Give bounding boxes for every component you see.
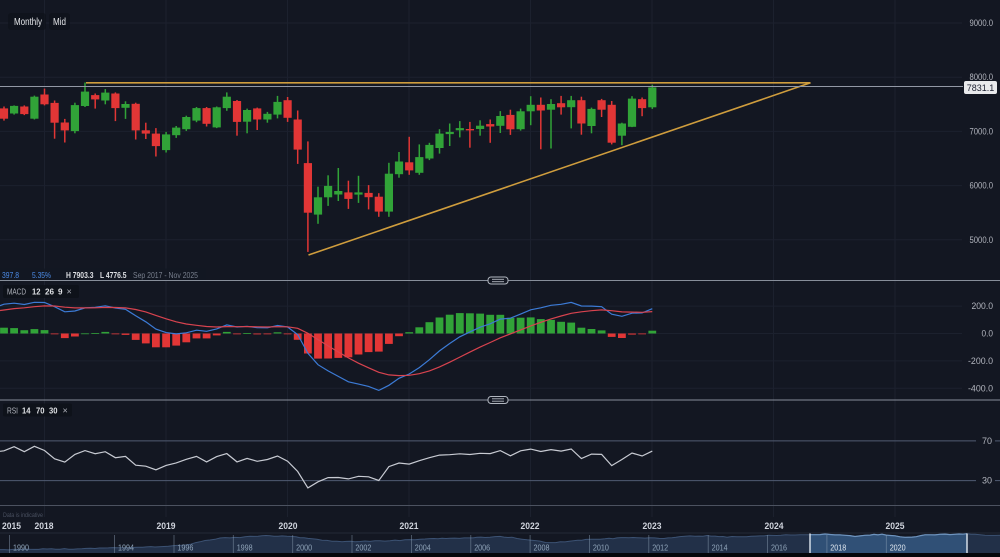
svg-text:×: ×	[63, 406, 68, 416]
svg-text:8000.0: 8000.0	[970, 72, 994, 82]
svg-text:6000.0: 6000.0	[970, 181, 994, 191]
svg-text:0.0: 0.0	[982, 329, 994, 339]
svg-text:2021: 2021	[400, 521, 420, 532]
svg-text:7000.0: 7000.0	[970, 126, 994, 136]
svg-text:H 7903.3: H 7903.3	[66, 270, 94, 280]
svg-text:2004: 2004	[415, 543, 431, 553]
svg-text:1990: 1990	[13, 543, 29, 553]
svg-text:1998: 1998	[237, 543, 253, 553]
svg-text:2023: 2023	[643, 521, 662, 532]
svg-text:397.8: 397.8	[2, 270, 19, 280]
svg-text:Monthly: Monthly	[14, 17, 42, 28]
svg-text:×: ×	[67, 287, 72, 297]
svg-text:2020: 2020	[279, 521, 298, 532]
svg-text:12: 12	[32, 287, 41, 297]
svg-text:1996: 1996	[177, 543, 193, 553]
svg-text:9000.0: 9000.0	[970, 18, 994, 28]
svg-text:-400.0: -400.0	[968, 383, 993, 393]
svg-text:MACD: MACD	[7, 287, 26, 297]
svg-text:2016: 2016	[771, 543, 787, 553]
svg-text:2015: 2015	[2, 521, 22, 532]
svg-text:2010: 2010	[593, 543, 609, 553]
svg-text:RSI: RSI	[7, 406, 18, 416]
svg-text:9: 9	[58, 287, 63, 297]
svg-text:-200.0: -200.0	[968, 356, 993, 366]
svg-text:30: 30	[982, 476, 992, 486]
svg-text:2018: 2018	[35, 521, 54, 532]
svg-text:2019: 2019	[157, 521, 176, 532]
svg-text:70: 70	[982, 436, 992, 446]
svg-text:2008: 2008	[534, 543, 550, 553]
svg-text:7831.1: 7831.1	[967, 83, 995, 93]
svg-text:2025: 2025	[886, 521, 906, 532]
svg-text:2002: 2002	[355, 543, 371, 553]
svg-text:2024: 2024	[765, 521, 785, 532]
svg-text:2006: 2006	[474, 543, 490, 553]
svg-text:L 4776.5: L 4776.5	[100, 270, 127, 280]
svg-text:2020: 2020	[890, 543, 906, 553]
svg-text:1994: 1994	[118, 543, 134, 553]
svg-text:2022: 2022	[521, 521, 540, 532]
svg-text:Sep 2017 - Nov 2025: Sep 2017 - Nov 2025	[133, 270, 198, 280]
svg-text:2018: 2018	[830, 543, 846, 553]
svg-text:26: 26	[45, 287, 54, 297]
svg-text:2014: 2014	[712, 543, 728, 553]
svg-text:14: 14	[22, 406, 31, 416]
svg-text:2012: 2012	[652, 543, 668, 553]
svg-text:2000: 2000	[296, 543, 312, 553]
svg-text:Mid: Mid	[53, 17, 66, 28]
svg-text:5.35%: 5.35%	[32, 270, 51, 280]
svg-text:5000.0: 5000.0	[970, 235, 994, 245]
svg-text:70: 70	[36, 406, 45, 416]
svg-text:200.0: 200.0	[972, 301, 994, 311]
svg-text:Data is indicative: Data is indicative	[3, 512, 43, 519]
svg-text:30: 30	[49, 406, 58, 416]
